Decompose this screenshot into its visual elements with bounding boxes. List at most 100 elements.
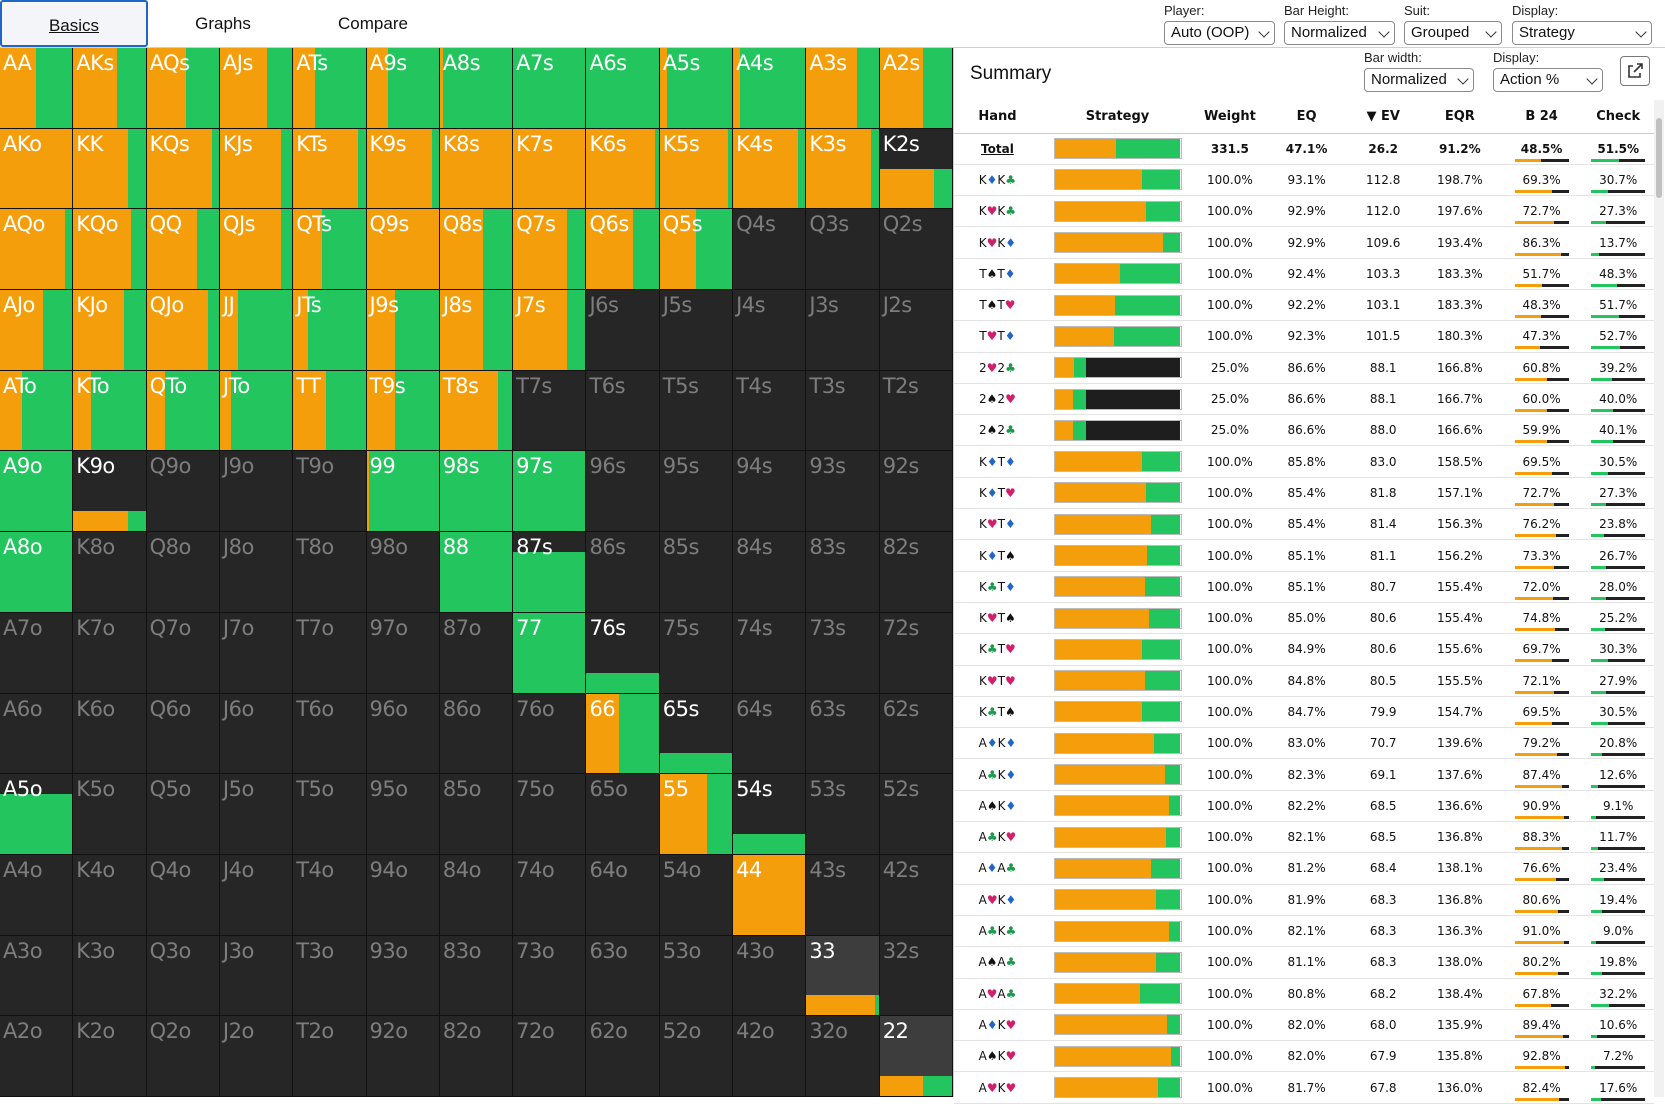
range-cell-J6s[interactable]: J6s	[586, 290, 660, 371]
range-cell-65o[interactable]: 65o	[586, 774, 660, 855]
range-cell-Q9o[interactable]: Q9o	[146, 451, 220, 533]
range-cell-53o[interactable]: 53o	[659, 935, 734, 1017]
range-cell-52o[interactable]: 52o	[659, 1016, 734, 1097]
range-cell-Q5o[interactable]: Q5o	[146, 774, 220, 855]
range-cell-Q4o[interactable]: Q4o	[146, 854, 220, 936]
table-row[interactable]: A♦A♣ 100.0% 81.2% 68.4 138.1% 76.6% 23.4%	[954, 852, 1654, 885]
range-cell-94s[interactable]: 94s	[733, 451, 807, 533]
range-cell-JJ[interactable]: JJ	[219, 290, 294, 371]
hand-cell[interactable]: Total	[954, 133, 1041, 165]
table-row[interactable]: K♥T♦ 100.0% 85.4% 81.4 156.3% 76.2% 23.8%	[954, 508, 1654, 541]
range-cell-42o[interactable]: 42o	[733, 1016, 807, 1097]
range-cell-AQs[interactable]: AQs	[146, 48, 220, 129]
range-cell-T7o[interactable]: T7o	[293, 612, 367, 694]
range-cell-Q8o[interactable]: Q8o	[146, 532, 220, 613]
range-cell-93s[interactable]: 93s	[806, 451, 880, 533]
range-cell-T3o[interactable]: T3o	[293, 935, 367, 1017]
range-cell-73o[interactable]: 73o	[513, 935, 587, 1017]
range-cell-54o[interactable]: 54o	[659, 854, 734, 936]
range-cell-T2o[interactable]: T2o	[293, 1016, 367, 1097]
col-eqr[interactable]: EQR	[1418, 100, 1501, 134]
range-cell-A8o[interactable]: A8o	[0, 532, 74, 613]
table-row[interactable]: A♥A♣ 100.0% 80.8% 68.2 138.4% 67.8% 32.2%	[954, 978, 1654, 1010]
table-row[interactable]: T♥T♦ 100.0% 92.3% 101.5 180.3% 47.3% 52.7%	[954, 320, 1654, 353]
tab-graphs[interactable]: Graphs	[195, 14, 251, 33]
display-select[interactable]: Strategy	[1512, 21, 1652, 45]
range-cell-K4s[interactable]: K4s	[733, 128, 807, 210]
range-cell-T5s[interactable]: T5s	[659, 370, 734, 452]
range-cell-84s[interactable]: 84s	[733, 532, 807, 613]
range-cell-87s[interactable]: 87s	[513, 532, 587, 613]
range-cell-K6o[interactable]: K6o	[73, 693, 147, 775]
range-cell-65s[interactable]: 65s	[659, 693, 734, 775]
range-cell-84o[interactable]: 84o	[439, 854, 514, 936]
range-cell-KJo[interactable]: KJo	[73, 290, 147, 371]
range-cell-85o[interactable]: 85o	[439, 774, 514, 855]
table-row[interactable]: K♣T♠ 100.0% 84.7% 79.9 154.7% 69.5% 30.5%	[954, 696, 1654, 729]
range-cell-K9s[interactable]: K9s	[366, 128, 440, 210]
range-cell-J2o[interactable]: J2o	[219, 1016, 294, 1097]
range-cell-A2s[interactable]: A2s	[879, 48, 953, 129]
range-cell-A5s[interactable]: A5s	[659, 48, 734, 129]
range-cell-63o[interactable]: 63o	[586, 935, 660, 1017]
range-cell-J7o[interactable]: J7o	[219, 612, 294, 694]
range-cell-J7s[interactable]: J7s	[513, 290, 587, 371]
range-cell-22[interactable]: 22	[879, 1016, 953, 1097]
range-cell-72o[interactable]: 72o	[513, 1016, 587, 1097]
table-row[interactable]: 2♥2♣ 25.0% 86.6% 88.1 166.8% 60.8% 39.2%	[954, 352, 1654, 384]
table-row[interactable]: 2♠2♥ 25.0% 86.6% 88.1 166.7% 60.0% 40.0%	[954, 383, 1654, 416]
range-cell-82s[interactable]: 82s	[879, 532, 953, 613]
range-cell-QQ[interactable]: QQ	[146, 209, 220, 291]
range-cell-Q3s[interactable]: Q3s	[806, 209, 880, 291]
range-cell-AQo[interactable]: AQo	[0, 209, 74, 291]
range-cell-44[interactable]: 44	[733, 854, 807, 936]
range-cell-T6o[interactable]: T6o	[293, 693, 367, 775]
table-row[interactable]: K♥K♦ 100.0% 92.9% 109.6 193.4% 86.3% 13.7%	[954, 226, 1654, 259]
range-cell-94o[interactable]: 94o	[366, 854, 440, 936]
range-cell-T6s[interactable]: T6s	[586, 370, 660, 452]
range-cell-Q9s[interactable]: Q9s	[366, 209, 440, 291]
bar-width-select[interactable]: Normalized	[1364, 68, 1474, 92]
range-cell-K8s[interactable]: K8s	[439, 128, 514, 210]
scrollbar-thumb[interactable]	[1656, 118, 1662, 198]
range-cell-A4o[interactable]: A4o	[0, 854, 74, 936]
range-cell-T7s[interactable]: T7s	[513, 370, 587, 452]
range-cell-AJs[interactable]: AJs	[219, 48, 294, 129]
range-cell-85s[interactable]: 85s	[659, 532, 734, 613]
table-row[interactable]: A♠K♥ 100.0% 82.0% 67.9 135.8% 92.8% 7.2%	[954, 1040, 1654, 1073]
col-b24[interactable]: B 24	[1500, 100, 1583, 134]
table-row[interactable]: A♥K♥ 100.0% 81.7% 67.8 136.0% 82.4% 17.6%	[954, 1071, 1654, 1104]
range-cell-98s[interactable]: 98s	[439, 451, 514, 533]
range-cell-62o[interactable]: 62o	[586, 1016, 660, 1097]
col-strategy[interactable]: Strategy	[1040, 100, 1195, 134]
range-cell-32o[interactable]: 32o	[806, 1016, 880, 1097]
range-cell-QJs[interactable]: QJs	[219, 209, 294, 291]
table-row[interactable]: K♣T♦ 100.0% 85.1% 80.7 155.4% 72.0% 28.0%	[954, 571, 1654, 603]
range-cell-62s[interactable]: 62s	[879, 693, 953, 775]
range-cell-96o[interactable]: 96o	[366, 693, 440, 775]
range-cell-64s[interactable]: 64s	[733, 693, 807, 775]
range-cell-T9s[interactable]: T9s	[366, 370, 440, 452]
range-cell-Q5s[interactable]: Q5s	[659, 209, 734, 291]
range-cell-K7o[interactable]: K7o	[73, 612, 147, 694]
range-cell-KQo[interactable]: KQo	[73, 209, 147, 291]
range-cell-53s[interactable]: 53s	[806, 774, 880, 855]
range-cell-72s[interactable]: 72s	[879, 612, 953, 694]
range-cell-K7s[interactable]: K7s	[513, 128, 587, 210]
table-row[interactable]: K♦T♦ 100.0% 85.8% 83.0 158.5% 69.5% 30.5%	[954, 445, 1654, 478]
range-cell-92o[interactable]: 92o	[366, 1016, 440, 1097]
total-row[interactable]: Total 331.5 47.1% 26.2 91.2% 48.5% 51.5%	[954, 133, 1654, 165]
range-cell-88[interactable]: 88	[439, 532, 514, 613]
range-cell-86s[interactable]: 86s	[586, 532, 660, 613]
external-link-button[interactable]	[1620, 56, 1650, 86]
range-cell-A7s[interactable]: A7s	[513, 48, 587, 129]
range-cell-K5s[interactable]: K5s	[659, 128, 734, 210]
range-cell-97o[interactable]: 97o	[366, 612, 440, 694]
range-cell-96s[interactable]: 96s	[586, 451, 660, 533]
range-cell-K2s[interactable]: K2s	[879, 128, 953, 210]
range-cell-J4s[interactable]: J4s	[733, 290, 807, 371]
table-row[interactable]: K♥T♥ 100.0% 84.8% 80.5 155.5% 72.1% 27.9%	[954, 665, 1654, 697]
range-cell-54s[interactable]: 54s	[733, 774, 807, 855]
range-cell-T3s[interactable]: T3s	[806, 370, 880, 452]
range-cell-A6s[interactable]: A6s	[586, 48, 660, 129]
